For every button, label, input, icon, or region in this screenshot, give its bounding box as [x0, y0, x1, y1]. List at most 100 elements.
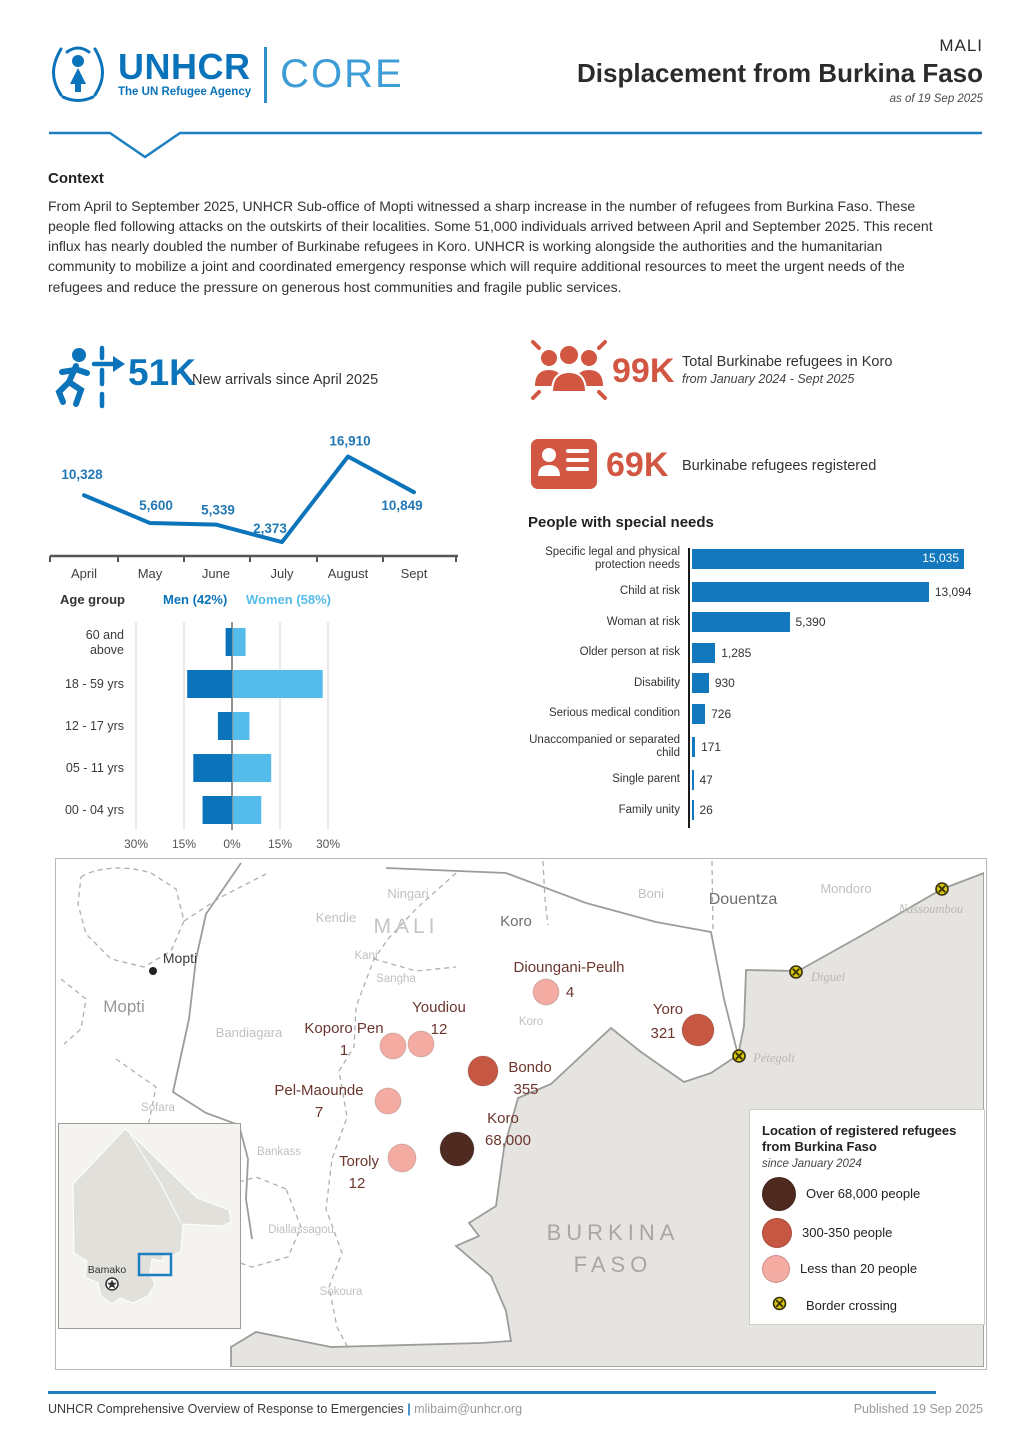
map-label-diguel: Diguel [810, 970, 846, 984]
svg-text:321: 321 [650, 1025, 675, 1042]
svg-text:15%: 15% [268, 837, 292, 851]
legend-label-medium: 300-350 people [802, 1225, 893, 1240]
svg-text:4: 4 [566, 984, 574, 1001]
pyramid-title: Age group [60, 592, 125, 607]
svg-text:05 - 11 yrs: 05 - 11 yrs [66, 761, 124, 775]
id-card-icon [530, 438, 598, 495]
svg-text:Youdiou: Youdiou [412, 999, 466, 1016]
svg-text:68,000: 68,000 [485, 1132, 531, 1149]
svg-text:Koro: Koro [487, 1110, 519, 1127]
svg-text:1: 1 [340, 1042, 348, 1059]
brand-core: CORE [280, 52, 404, 96]
brand-title: UNHCR [118, 45, 251, 87]
map-label-sangha: Sangha [376, 973, 416, 985]
brand-subtitle: The UN Refugee Agency [118, 86, 252, 99]
map-label-kani: Kani [354, 950, 377, 962]
map-label-ningari: Ningari [387, 886, 428, 901]
arrivals-line-chart: 10,328 5,600 5,339 2,373 16,910 10,849 April Ma… [49, 434, 458, 581]
border-crossing-icon [935, 882, 949, 896]
special-needs-row: Serious medical condition 726 [528, 703, 988, 724]
map-label-faso: FASO [574, 1252, 653, 1277]
context-heading: Context [48, 170, 104, 187]
map-marker-yoro: Yoro 321 [650, 1001, 715, 1047]
svg-text:10,849: 10,849 [381, 498, 422, 513]
border-crossing-icon [789, 965, 803, 979]
special-needs-row: Unaccompanied or separated child 171 [529, 733, 722, 759]
map-marker-koporo-pen: Koporo Pen 1 [304, 1020, 407, 1060]
total-refugees-period: from January 2024 - Sept 2025 [682, 372, 855, 386]
svg-text:30%: 30% [316, 837, 340, 851]
footer-separator: | [407, 1402, 411, 1416]
svg-text:00 - 04 yrs: 00 - 04 yrs [65, 803, 124, 817]
pyramid-women-legend: Women (58%) [246, 592, 331, 607]
map-marker-bondo: Bondo 355 [467, 1055, 552, 1098]
header-country: MALI [939, 36, 983, 55]
svg-text:Koporo Pen: Koporo Pen [304, 1020, 383, 1037]
map-label-bandiagara: Bandiagara [216, 1025, 283, 1040]
svg-text:12: 12 [431, 1021, 448, 1038]
map-marker-pel-maounde: Pel-Maounde 7 [274, 1082, 402, 1121]
svg-text:June: June [202, 566, 230, 581]
map-label-bankass: Bankass [257, 1146, 301, 1158]
svg-text:12: 12 [349, 1175, 366, 1192]
map-label-kendie: Kendie [316, 910, 356, 925]
svg-text:August: August [328, 566, 369, 581]
total-refugees-label: Total Burkinabe refugees in Koro [682, 354, 893, 370]
map-label-koro-small: Koro [519, 1016, 543, 1028]
svg-text:10,328: 10,328 [61, 467, 103, 482]
special-needs-row: Woman at risk 5,390 [528, 612, 988, 633]
map-marker-koro: Koro 68,000 [439, 1110, 531, 1167]
total-refugees-value: 99K [612, 352, 675, 390]
map-label-mopti-region: Mopti [103, 997, 145, 1016]
svg-text:5,339: 5,339 [201, 503, 235, 518]
legend-dot-large [762, 1176, 796, 1211]
map-legend: Location of registered refugees from Bur… [749, 1109, 985, 1325]
refugee-group-icon [527, 336, 611, 409]
map-label-mali: MALI [373, 915, 438, 938]
footer-published: Published 19 Sep 2025 [853, 1402, 983, 1416]
mopti-city-dot [149, 967, 157, 975]
runner-icon [50, 344, 128, 415]
svg-text:7: 7 [315, 1104, 323, 1121]
map-label-boni: Boni [638, 886, 664, 901]
legend-title: Location of registered refugees from Bur… [762, 1123, 957, 1155]
legend-dot-medium [762, 1217, 792, 1248]
map: Ningari Kendie Kani Sangha Bandiagara So… [55, 858, 987, 1370]
footer-divider [48, 1391, 936, 1394]
legend-subtitle: since January 2024 [762, 1157, 862, 1170]
footer-email-link[interactable]: mlibaim@unhcr.org [414, 1402, 523, 1416]
svg-text:2,373: 2,373 [253, 521, 287, 536]
map-label-nassoumbou: Nassoumbou [898, 902, 964, 916]
svg-text:April: April [71, 566, 97, 581]
footer-left: UNHCR Comprehensive Overview of Response… [48, 1402, 522, 1416]
unhcr-logo: UNHCR The UN Refugee Agency CORE [46, 40, 404, 109]
pyramid-men-legend: Men (42%) [163, 592, 228, 607]
registered-label: Burkinabe refugees registered [682, 458, 877, 474]
registered-value: 69K [606, 446, 669, 484]
border-crossing-icon [732, 1049, 746, 1063]
map-label-diallassagou: Diallassagou [268, 1224, 334, 1236]
special-needs-row: Child at risk 13,094 [528, 581, 988, 602]
svg-text:18 - 59 yrs: 18 - 59 yrs [65, 677, 124, 691]
svg-text:May: May [138, 566, 163, 581]
svg-text:12 - 17 yrs: 12 - 17 yrs [65, 719, 124, 733]
header-date: as of 19 Sep 2025 [889, 93, 983, 105]
map-label-burkina: BURKINA [547, 1220, 680, 1245]
map-marker-youdiou: Youdiou 12 [407, 999, 466, 1058]
arrivals-label: New arrivals since April 2025 [192, 372, 379, 388]
inset-highlight-rect [137, 1252, 173, 1277]
inset-map: Bamako [58, 1123, 241, 1329]
brand-divider [264, 46, 268, 103]
svg-text:0%: 0% [223, 837, 241, 851]
special-needs-row: Specific legal and physical protection n… [528, 546, 988, 572]
special-needs-row: Older person at risk 1,285 [528, 642, 988, 663]
inset-label-bamako: Bamako [88, 1264, 127, 1276]
legend-dot-small [762, 1254, 790, 1283]
svg-text:15%: 15% [172, 837, 196, 851]
svg-text:5,600: 5,600 [139, 498, 173, 513]
svg-text:July: July [270, 566, 294, 581]
special-needs-row: Family unity 26 [528, 800, 988, 821]
special-needs-row: Disability 930 [528, 673, 988, 694]
